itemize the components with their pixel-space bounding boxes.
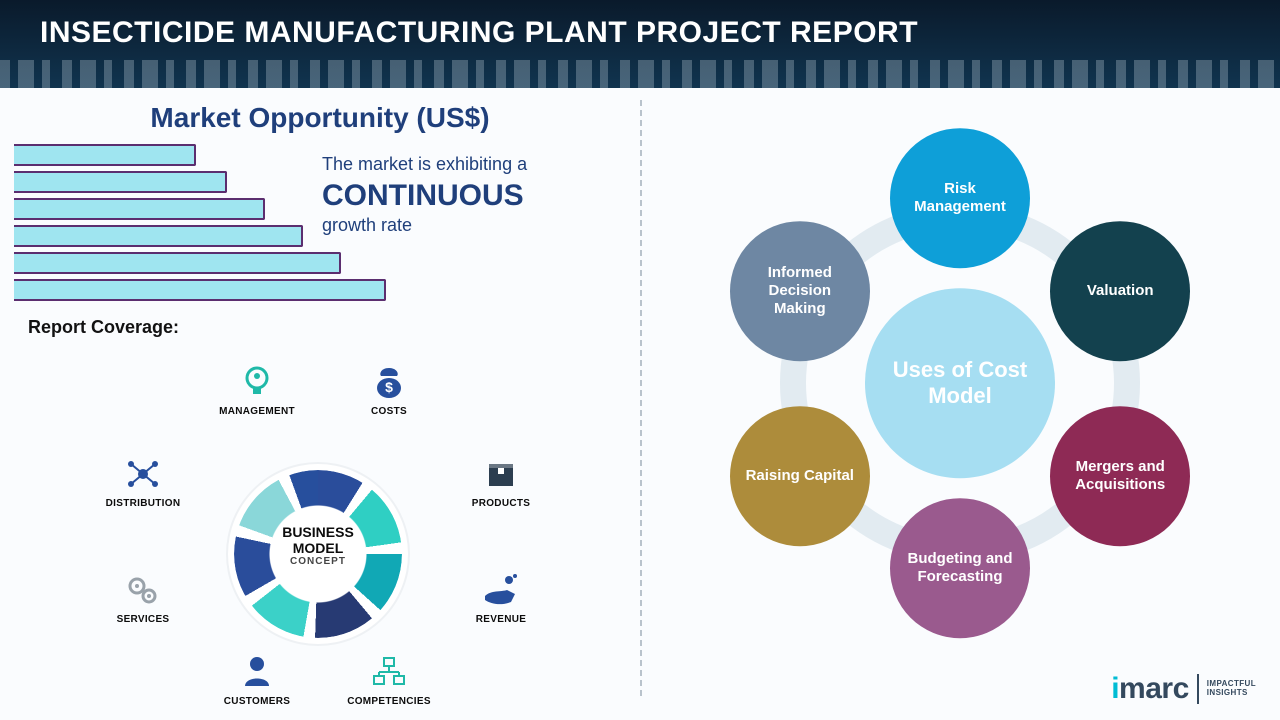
cost-node: Valuation xyxy=(1050,221,1190,361)
services-icon xyxy=(123,570,163,610)
skyline-decoration xyxy=(0,60,1280,88)
bm-sub: CONCEPT xyxy=(228,556,408,568)
market-bar xyxy=(14,198,265,220)
growth-big: CONTINUOUS xyxy=(322,179,602,213)
cost-model-center-label: Uses of Cost Model xyxy=(875,357,1045,410)
growth-callout: The market is exhibiting a CONTINUOUS gr… xyxy=(322,154,602,236)
svg-text:$: $ xyxy=(385,379,393,395)
market-bar xyxy=(14,171,227,193)
cost-model-center: Uses of Cost Model xyxy=(865,288,1055,478)
business-model-area: BUSINESS MODEL CONCEPT MANAGEMENT $ COSTS D… xyxy=(28,334,612,694)
bm-line1: BUSINESS xyxy=(282,524,354,540)
costs-icon: $ xyxy=(369,362,409,402)
bm-item-management: MANAGEMENT xyxy=(214,362,300,417)
cost-node: Informed Decision Making xyxy=(730,221,870,361)
bm-item-costs: $ COSTS xyxy=(346,362,432,417)
bm-line2: MODEL xyxy=(293,540,344,556)
bm-item-customers: CUSTOMERS xyxy=(214,652,300,707)
bm-item-label: REVENUE xyxy=(458,614,544,625)
bm-item-label: COMPETENCIES xyxy=(346,696,432,707)
brand-separator xyxy=(1197,674,1199,704)
management-icon xyxy=(237,362,277,402)
brand-tagline-2: INSIGHTS xyxy=(1207,689,1256,698)
competencies-icon xyxy=(369,652,409,692)
cost-model-wheel: Uses of Cost Model Risk ManagementValuat… xyxy=(700,123,1220,643)
market-opportunity-title: Market Opportunity (US$) xyxy=(28,102,612,134)
right-panel: Uses of Cost Model Risk ManagementValuat… xyxy=(640,88,1280,720)
bm-item-label: MANAGEMENT xyxy=(214,406,300,417)
bm-item-competencies: COMPETENCIES xyxy=(346,652,432,707)
market-bar xyxy=(14,279,386,301)
bm-item-services: SERVICES xyxy=(100,570,186,625)
bm-item-revenue: REVENUE xyxy=(458,570,544,625)
cost-node: Raising Capital xyxy=(730,406,870,546)
brand-tagline: IMPACTFUL INSIGHTS xyxy=(1207,680,1256,698)
bm-item-label: COSTS xyxy=(346,406,432,417)
market-bar xyxy=(14,225,303,247)
cost-node: Budgeting and Forecasting xyxy=(890,498,1030,638)
products-icon xyxy=(481,454,521,494)
market-bar xyxy=(14,252,341,274)
bm-item-label: SERVICES xyxy=(100,614,186,625)
bm-item-products: PRODUCTS xyxy=(458,454,544,509)
content: Market Opportunity (US$) The market is e… xyxy=(0,88,1280,720)
left-panel: Market Opportunity (US$) The market is e… xyxy=(0,88,640,720)
revenue-icon xyxy=(481,570,521,610)
bm-item-label: PRODUCTS xyxy=(458,498,544,509)
cost-node: Mergers and Acquisitions xyxy=(1050,406,1190,546)
market-bar xyxy=(14,144,196,166)
growth-line1: The market is exhibiting a xyxy=(322,154,602,175)
brand-name: iimarcmarc xyxy=(1111,672,1189,706)
page-title: INSECTICIDE MANUFACTURING PLANT PROJECT … xyxy=(40,16,1240,50)
bm-item-label: CUSTOMERS xyxy=(214,696,300,707)
distribution-icon xyxy=(123,454,163,494)
brand-logo: iimarcmarc IMPACTFUL INSIGHTS xyxy=(1111,672,1256,706)
business-model-center-label: BUSINESS MODEL CONCEPT xyxy=(228,524,408,568)
header: INSECTICIDE MANUFACTURING PLANT PROJECT … xyxy=(0,0,1280,88)
growth-line3: growth rate xyxy=(322,215,602,236)
bm-item-distribution: DISTRIBUTION xyxy=(100,454,186,509)
customers-icon xyxy=(237,652,277,692)
cost-node: Risk Management xyxy=(890,128,1030,268)
bm-item-label: DISTRIBUTION xyxy=(100,498,186,509)
